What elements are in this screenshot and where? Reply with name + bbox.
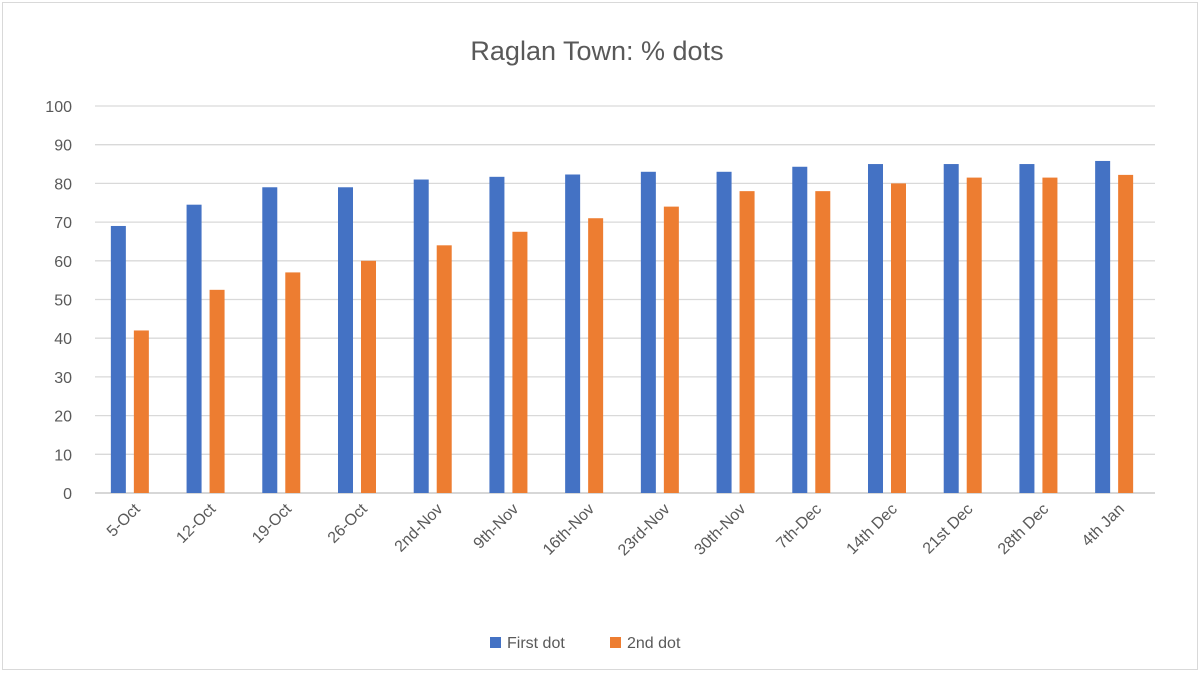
y-tick-label: 30 bbox=[54, 370, 72, 387]
bar-2nd-dot bbox=[133, 330, 149, 493]
y-tick-label: 20 bbox=[54, 409, 72, 426]
bar-first-dot bbox=[565, 174, 581, 493]
y-tick-label: 100 bbox=[45, 99, 72, 116]
y-tick-label: 50 bbox=[54, 293, 72, 310]
x-tick-label: 23rd-Nov bbox=[615, 501, 674, 560]
x-axis-ticks: 5-Oct 12-Oct 19-Oct 26-Oct 2nd-Nov 9th-Nov 16t… bbox=[104, 500, 1128, 559]
y-tick-label: 10 bbox=[54, 447, 72, 464]
x-tick-label: 21st Dec bbox=[920, 501, 977, 558]
bars bbox=[110, 160, 1134, 494]
bar-2nd-dot bbox=[1042, 177, 1058, 493]
x-tick-label: 5-Oct bbox=[104, 500, 144, 540]
bar-first-dot bbox=[413, 179, 429, 493]
y-tick-label: 0 bbox=[63, 486, 72, 503]
bar-first-dot bbox=[262, 187, 278, 493]
x-tick-label: 7th-Dec bbox=[773, 501, 825, 553]
bar-2nd-dot bbox=[815, 191, 831, 493]
y-tick-label: 60 bbox=[54, 254, 72, 271]
bar-first-dot bbox=[186, 204, 202, 493]
x-tick-label: 30th-Nov bbox=[691, 501, 749, 559]
y-tick-label: 70 bbox=[54, 215, 72, 232]
legend: First dot 2nd dot bbox=[490, 635, 681, 652]
x-tick-label: 16th-Nov bbox=[540, 501, 598, 559]
legend-label: First dot bbox=[507, 635, 565, 652]
y-tick-label: 40 bbox=[54, 331, 72, 348]
bar-first-dot bbox=[640, 171, 656, 494]
legend-swatch-first-dot bbox=[490, 637, 501, 648]
x-tick-label: 2nd-Nov bbox=[392, 501, 447, 556]
bar-first-dot bbox=[792, 166, 808, 493]
x-tick-label: 4th Jan bbox=[1079, 501, 1128, 550]
bar-2nd-dot bbox=[285, 272, 301, 493]
bar-first-dot bbox=[1095, 160, 1111, 494]
bar-first-dot bbox=[338, 187, 353, 493]
bar-2nd-dot bbox=[966, 177, 982, 493]
bar-2nd-dot bbox=[739, 191, 755, 493]
y-tick-label: 80 bbox=[54, 176, 72, 193]
x-tick-label: 12-Oct bbox=[173, 500, 219, 546]
bar-first-dot bbox=[716, 171, 732, 494]
bar-first-dot bbox=[1019, 164, 1035, 494]
y-axis-ticks: 0 10 20 30 40 50 60 70 80 90 100 bbox=[45, 99, 72, 503]
x-tick-label: 26-Oct bbox=[325, 500, 371, 546]
x-tick-label: 28th Dec bbox=[995, 501, 1052, 558]
bar-2nd-dot bbox=[891, 183, 906, 493]
bar-first-dot bbox=[110, 225, 126, 493]
bar-2nd-dot bbox=[588, 218, 604, 494]
y-tick-label: 90 bbox=[54, 138, 72, 155]
bar-2nd-dot bbox=[663, 206, 679, 493]
bar-2nd-dot bbox=[209, 289, 225, 493]
legend-swatch-2nd-dot bbox=[610, 637, 621, 648]
bar-2nd-dot bbox=[512, 231, 528, 493]
bar-2nd-dot bbox=[1118, 174, 1134, 494]
chart-title: Raglan Town: % dots bbox=[470, 36, 723, 66]
bar-first-dot bbox=[489, 176, 505, 494]
legend-label: 2nd dot bbox=[627, 635, 681, 652]
gridlines bbox=[95, 105, 1155, 494]
bar-2nd-dot bbox=[436, 245, 452, 493]
bar-first-dot bbox=[943, 164, 959, 494]
bar-2nd-dot bbox=[361, 260, 376, 493]
bar-first-dot bbox=[868, 164, 883, 494]
x-tick-label: 19-Oct bbox=[249, 500, 295, 546]
x-tick-label: 14th Dec bbox=[844, 501, 901, 558]
x-tick-label: 9th-Nov bbox=[471, 501, 523, 553]
